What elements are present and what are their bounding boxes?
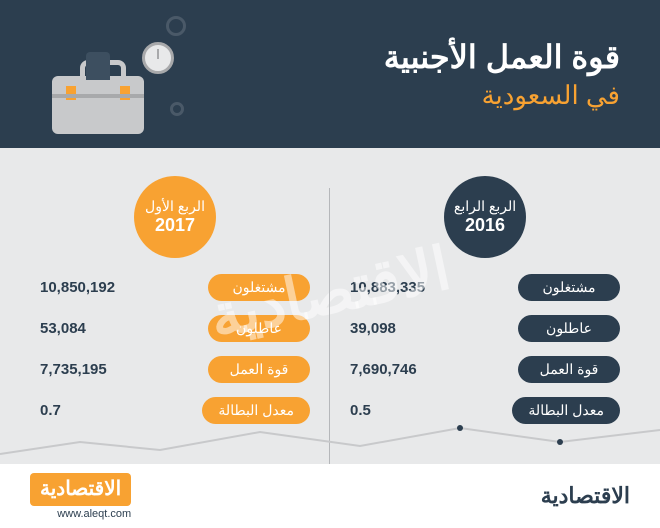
stat-value: 39,098	[350, 320, 396, 337]
column-q4-2016: الربع الرابع 2016 مشتغلون 10,883,335 عاط…	[350, 176, 620, 438]
hand-icon	[86, 52, 110, 80]
period-badge: الربع الرابع 2016	[444, 176, 526, 258]
year-label: 2016	[465, 215, 505, 236]
quarter-label: الربع الأول	[145, 198, 205, 215]
stat-value: 53,084	[40, 320, 86, 337]
stat-row: مشتغلون 10,883,335	[350, 274, 620, 301]
year-label: 2017	[155, 215, 195, 236]
stat-label: مشتغلون	[208, 274, 310, 301]
stat-row: معدل البطالة 0.5	[350, 397, 620, 424]
main-content: الاقتصادية الربع الرابع 2016 مشتغلون 10,…	[0, 148, 660, 438]
briefcase-illustration	[40, 14, 180, 134]
stat-row: عاطلون 53,084	[40, 315, 310, 342]
brand-logo-left: الاقتصادية www.aleqt.com	[30, 473, 131, 520]
stat-label: مشتغلون	[518, 274, 620, 301]
footer: الاقتصادية الاقتصادية www.aleqt.com	[0, 464, 660, 528]
stat-value: 10,883,335	[350, 279, 425, 296]
brand-text: الاقتصادية	[30, 473, 131, 506]
column-q1-2017: الربع الأول 2017 مشتغلون 10,850,192 عاطل…	[40, 176, 310, 438]
stat-label: معدل البطالة	[512, 397, 620, 424]
stat-value: 10,850,192	[40, 279, 115, 296]
column-divider	[329, 188, 330, 478]
stat-label: قوة العمل	[208, 356, 310, 383]
briefcase-icon	[52, 76, 144, 134]
title-main: قوة العمل الأجنبية	[384, 38, 620, 76]
period-badge: الربع الأول 2017	[134, 176, 216, 258]
snap-icon	[66, 86, 76, 100]
stat-value: 7,735,195	[40, 361, 107, 378]
gear-icon	[166, 16, 186, 36]
header: قوة العمل الأجنبية في السعودية	[0, 0, 660, 148]
stat-label: معدل البطالة	[202, 397, 310, 424]
brand-logo-right: الاقتصادية	[541, 483, 630, 509]
title-block: قوة العمل الأجنبية في السعودية	[384, 38, 620, 111]
stat-label: قوة العمل	[518, 356, 620, 383]
title-sub: في السعودية	[384, 80, 620, 111]
stat-value: 0.5	[350, 402, 371, 419]
stat-row: قوة العمل 7,690,746	[350, 356, 620, 383]
stat-label: عاطلون	[208, 315, 310, 342]
stat-row: مشتغلون 10,850,192	[40, 274, 310, 301]
stat-value: 0.7	[40, 402, 61, 419]
clock-icon	[142, 42, 174, 74]
quarter-label: الربع الرابع	[454, 198, 516, 215]
brand-url: www.aleqt.com	[30, 508, 131, 520]
gear-icon	[170, 102, 184, 116]
stat-row: عاطلون 39,098	[350, 315, 620, 342]
stat-row: قوة العمل 7,735,195	[40, 356, 310, 383]
snap-icon	[120, 86, 130, 100]
stat-row: معدل البطالة 0.7	[40, 397, 310, 424]
stat-value: 7,690,746	[350, 361, 417, 378]
stat-label: عاطلون	[518, 315, 620, 342]
